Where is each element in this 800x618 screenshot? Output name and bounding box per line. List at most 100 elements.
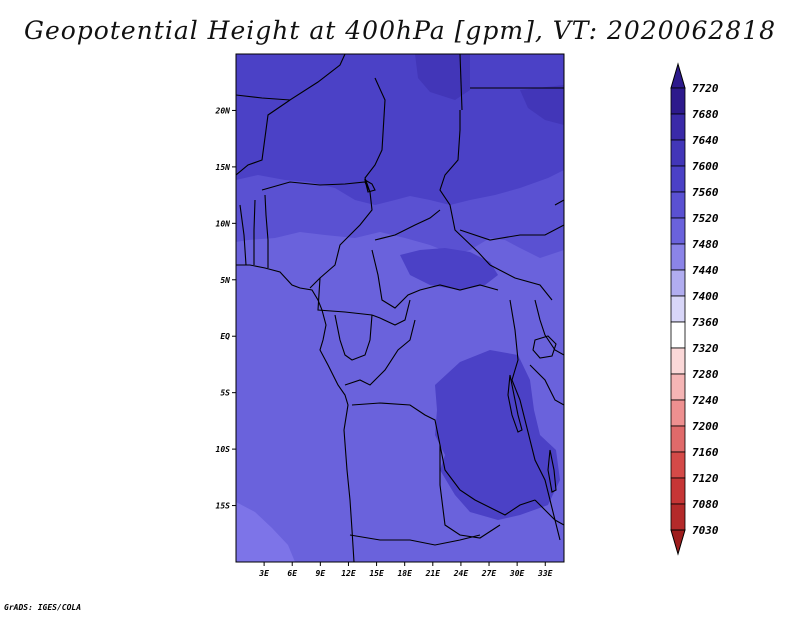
colorbar-swatch xyxy=(670,477,686,505)
colorbar-label: 7030 xyxy=(692,524,719,537)
contour-fill xyxy=(236,54,564,562)
lake-tanganyika xyxy=(507,374,523,433)
border-benin xyxy=(264,194,269,268)
lon-tick-label: 3E xyxy=(258,569,269,578)
border-ethiopia xyxy=(554,199,564,206)
colorbar-swatch xyxy=(670,503,686,531)
colorbar-swatch xyxy=(670,373,686,401)
colorbar-swatch xyxy=(670,425,686,453)
fill-7600-central xyxy=(400,248,498,290)
fill-7480-southwest xyxy=(236,502,295,562)
border-chad-car xyxy=(374,209,441,241)
colorbar-swatch xyxy=(670,451,686,479)
lake-victoria xyxy=(532,335,557,359)
border-libya-egypt xyxy=(459,54,463,111)
colorbar-label: 7720 xyxy=(692,82,719,95)
fill-7640-east xyxy=(520,85,564,125)
lat-tick-label: 20N xyxy=(215,106,231,115)
latitude-axis: 20N 15N 10N 5N EQ 5S 10S 15S xyxy=(215,106,236,511)
colorbar-swatch xyxy=(670,113,686,141)
colorbar-label: 7680 xyxy=(692,108,719,121)
colorbar-label: 7160 xyxy=(692,446,719,459)
colorbar-label: 7440 xyxy=(692,264,719,277)
colorbar-label: 7200 xyxy=(692,420,719,433)
border-ghana xyxy=(239,204,247,266)
colorbar-swatch xyxy=(670,217,686,245)
lake-malawi xyxy=(547,449,557,493)
colorbar-swatch xyxy=(670,347,686,375)
border-sahara-1 xyxy=(236,54,346,101)
colorbar-label: 7400 xyxy=(692,290,719,303)
colorbar-swatch xyxy=(670,87,686,115)
border-togo xyxy=(253,199,256,265)
border-drc-west xyxy=(344,319,416,386)
colorbar-label: 7280 xyxy=(692,368,719,381)
border-angola-zambia xyxy=(439,445,501,539)
fill-7600-north xyxy=(236,54,564,205)
lon-tick-label: 12E xyxy=(341,569,356,578)
border-southsudan xyxy=(489,264,553,301)
colorbar-bottom-arrow xyxy=(670,529,686,556)
colorbar-swatch xyxy=(670,321,686,349)
fill-7640-northeast xyxy=(415,54,470,100)
border-mozambique xyxy=(534,499,564,526)
lat-tick-label: 5S xyxy=(220,389,230,398)
colorbar-label: 7080 xyxy=(692,498,719,511)
colorbar-swatch xyxy=(670,191,686,219)
lon-tick-label: 18E xyxy=(397,569,412,578)
coastline-west xyxy=(236,264,355,562)
lat-tick-label: 5N xyxy=(220,276,230,285)
map-title: Geopotential Height at 400hPa [gpm], VT:… xyxy=(23,16,777,45)
border-sudan-southsudan xyxy=(459,224,564,241)
border-nigeria-east xyxy=(309,191,373,289)
colorbar-label: 7520 xyxy=(692,212,719,225)
colorbar-label: 7480 xyxy=(692,238,719,251)
colorbar-label: 7120 xyxy=(692,472,719,485)
border-chad-sudan xyxy=(439,110,491,266)
border-cameroon xyxy=(317,277,373,316)
colorbar-swatch xyxy=(670,295,686,323)
lat-tick-label: 15N xyxy=(216,163,231,172)
border-namibia xyxy=(349,534,481,546)
colorbar-top-arrow xyxy=(670,62,686,89)
border-car-south xyxy=(371,249,499,309)
lon-tick-label: 15E xyxy=(369,569,384,578)
colorbar-swatch xyxy=(670,243,686,271)
lon-tick-label: 24E xyxy=(453,569,469,578)
lat-tick-label: 10N xyxy=(216,219,231,228)
colorbar-label: 7240 xyxy=(692,394,719,407)
fill-7600-south xyxy=(435,350,560,520)
colorbar: 7720 7680 7640 7600 7560 7520 7480 7440 7400 7360… xyxy=(670,62,719,556)
colorbar-swatch xyxy=(670,165,686,193)
colorbar-swatch xyxy=(670,269,686,297)
border-kenya xyxy=(534,299,564,356)
colorbar-swatch xyxy=(670,139,686,167)
lat-tick-label: EQ xyxy=(220,332,230,341)
map-frame xyxy=(235,53,565,563)
colorbar-label: 7600 xyxy=(692,160,719,173)
colorbar-label: 7360 xyxy=(692,316,719,329)
colorbar-swatch xyxy=(670,399,686,427)
border-gabon xyxy=(334,314,373,361)
longitude-axis: 3E 6E 9E 12E 15E 18E 21E 24E 27E 30E 33E xyxy=(258,562,553,578)
lon-tick-label: 27E xyxy=(481,569,497,578)
lat-tick-label: 10S xyxy=(216,445,231,454)
border-congo xyxy=(371,299,411,326)
grads-credit: GrADS: IGES/COLA xyxy=(4,603,82,612)
border-sahara-2 xyxy=(236,99,291,176)
colorbar-label: 7320 xyxy=(692,342,719,355)
country-boundaries xyxy=(236,54,564,562)
lon-tick-label: 30E xyxy=(509,569,525,578)
lon-tick-label: 33E xyxy=(537,569,553,578)
border-drc-south xyxy=(351,402,536,516)
border-east-africa xyxy=(509,299,561,541)
lon-tick-label: 6E xyxy=(287,569,297,578)
lake-chad xyxy=(364,178,376,193)
border-tanzania xyxy=(529,364,564,406)
lon-tick-label: 9E xyxy=(316,569,326,578)
colorbar-label: 7640 xyxy=(692,134,719,147)
lon-tick-label: 21E xyxy=(425,569,441,578)
colorbar-label: 7560 xyxy=(692,186,719,199)
lat-tick-label: 15S xyxy=(216,502,231,511)
